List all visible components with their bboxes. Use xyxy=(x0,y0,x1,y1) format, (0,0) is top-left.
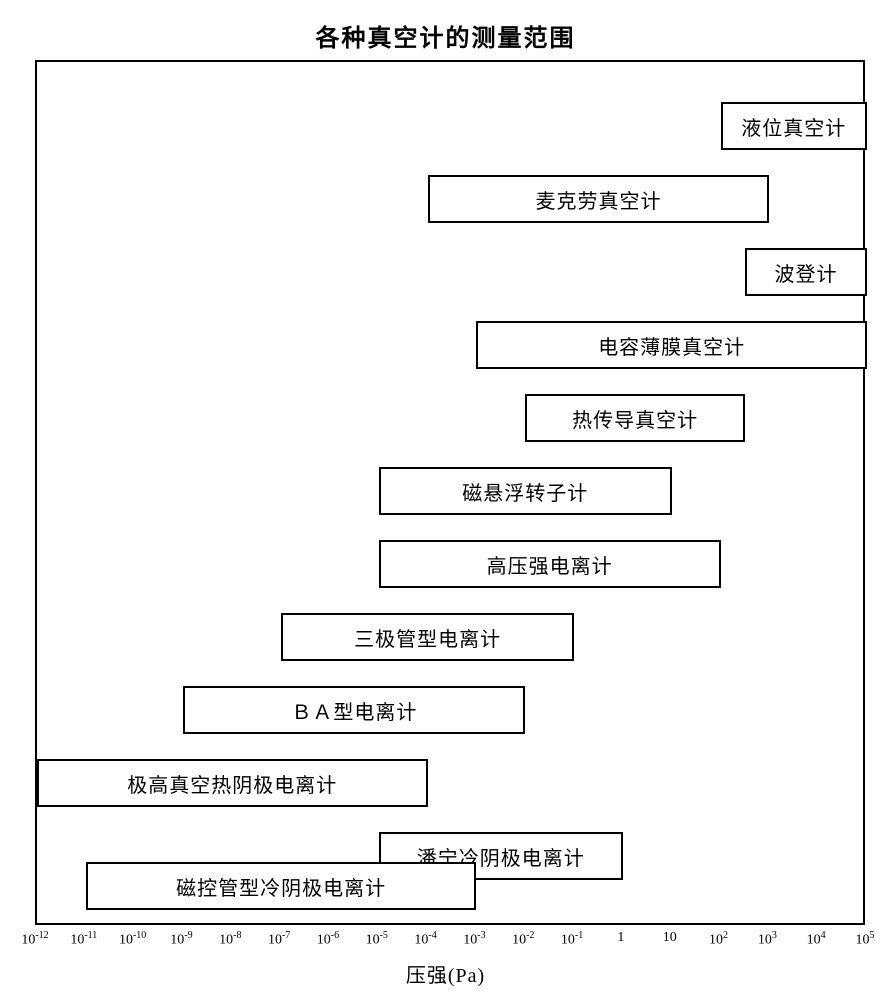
gauge-label: ＢＡ型电离计 xyxy=(291,696,417,725)
gauge-range-box: 液位真空计 xyxy=(721,102,867,150)
x-tick-label: 104 xyxy=(807,930,826,949)
gauge-range-box: ＢＡ型电离计 xyxy=(183,686,525,734)
x-tick-label: 10-10 xyxy=(119,930,146,949)
gauge-label: 磁控管型冷阴极电离计 xyxy=(176,872,386,901)
gauge-range-box: 三极管型电离计 xyxy=(281,613,574,661)
gauge-label: 热传导真空计 xyxy=(572,404,698,433)
gauge-range-box: 磁悬浮转子计 xyxy=(379,467,672,515)
gauge-range-box: 电容薄膜真空计 xyxy=(476,321,867,369)
chart-title: 各种真空计的测量范围 xyxy=(0,0,891,53)
x-tick-label: 10-6 xyxy=(317,930,339,949)
x-tick-label: 10-1 xyxy=(561,930,583,949)
gauge-label: 三极管型电离计 xyxy=(354,623,501,652)
x-tick-label: 10 xyxy=(663,930,677,946)
x-axis: 10-1210-1110-1010-910-810-710-610-510-41… xyxy=(0,930,891,960)
gauge-label: 麦克劳真空计 xyxy=(535,185,661,214)
x-tick-label: 10-3 xyxy=(463,930,485,949)
gauge-range-box: 极高真空热阴极电离计 xyxy=(37,759,428,807)
gauge-label: 极高真空热阴极电离计 xyxy=(127,769,337,798)
gauge-label: 磁悬浮转子计 xyxy=(462,477,588,506)
gauge-range-box: 高压强电离计 xyxy=(379,540,721,588)
gauge-range-box: 波登计 xyxy=(745,248,867,296)
gauge-label: 波登计 xyxy=(774,258,837,287)
x-tick-label: 10-5 xyxy=(366,930,388,949)
gauge-range-box: 磁控管型冷阴极电离计 xyxy=(86,862,477,910)
x-tick-label: 102 xyxy=(709,930,728,949)
x-tick-label: 10-2 xyxy=(512,930,534,949)
x-axis-title: 压强(Pa) xyxy=(0,959,891,988)
gauge-range-box: 麦克劳真空计 xyxy=(428,175,770,223)
x-tick-label: 10-8 xyxy=(219,930,241,949)
x-tick-label: 10-12 xyxy=(21,930,48,949)
x-tick-label: 10-7 xyxy=(268,930,290,949)
x-tick-label: 10-9 xyxy=(170,930,192,949)
x-tick-label: 1 xyxy=(617,930,624,946)
plot-area: 液位真空计麦克劳真空计波登计电容薄膜真空计热传导真空计磁悬浮转子计高压强电离计三… xyxy=(35,60,865,925)
x-tick-label: 103 xyxy=(758,930,777,949)
gauge-label: 液位真空计 xyxy=(741,112,846,141)
gauge-label: 高压强电离计 xyxy=(487,550,613,579)
x-tick-label: 10-11 xyxy=(70,930,97,949)
x-tick-label: 105 xyxy=(856,930,875,949)
gauge-label: 电容薄膜真空计 xyxy=(598,331,745,360)
x-tick-label: 10-4 xyxy=(414,930,436,949)
gauge-range-box: 热传导真空计 xyxy=(525,394,745,442)
